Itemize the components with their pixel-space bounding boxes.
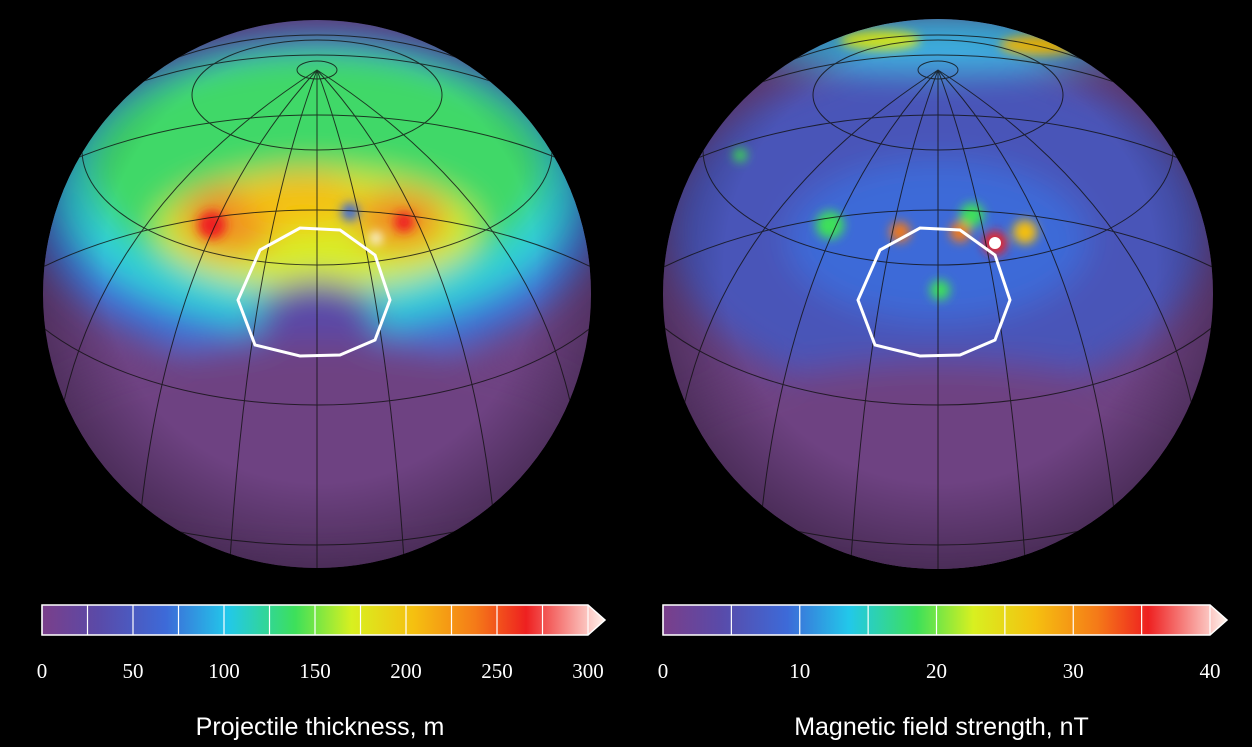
- colorbar-tick-label: 10: [789, 659, 810, 683]
- colorbar-tick-label: 250: [481, 659, 513, 683]
- page: {"panels": [ {"colorbar_label": "Project…: [0, 0, 1252, 747]
- globe-left: [0, 15, 737, 680]
- colorbar-tick-label: 50: [123, 659, 144, 683]
- colorbar-tick-label: 300: [572, 659, 604, 683]
- colorbar-label: Magnetic field strength, nT: [794, 713, 1089, 741]
- colorbar-label: Projectile thickness, m: [196, 713, 445, 741]
- colorbar-tick-label: 150: [299, 659, 331, 683]
- colorbar-tick-label: 40: [1200, 659, 1221, 683]
- colorbar-tick-label: 30: [1063, 659, 1084, 683]
- colorbar-tick-label: 20: [926, 659, 947, 683]
- colorbar-tick-label: 100: [208, 659, 240, 683]
- figure: 050100150200250300Projectile thickness, …: [0, 0, 1252, 747]
- colorbar-tick-label: 200: [390, 659, 422, 683]
- globe-right: [518, 10, 1252, 680]
- colorbar: [42, 605, 605, 635]
- colorbar-tick-label: 0: [658, 659, 669, 683]
- colorbar-tick-label: 0: [37, 659, 48, 683]
- colorbar: [663, 605, 1227, 635]
